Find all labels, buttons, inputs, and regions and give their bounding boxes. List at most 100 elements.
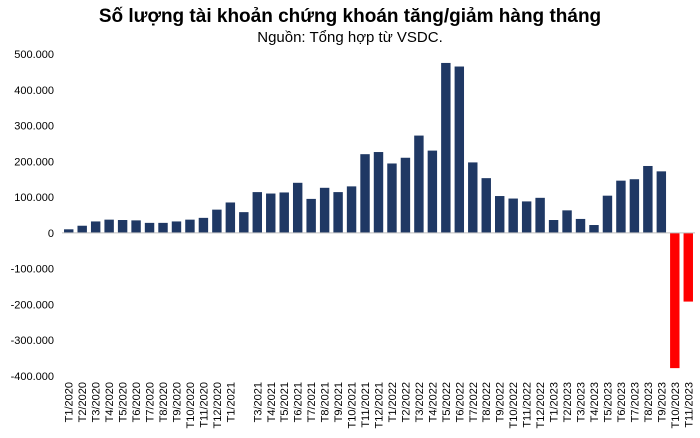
x-tick-label: T9/2020 [171,382,183,422]
x-tick-label: T4/2020 [104,382,116,422]
x-tick-label: T8/2021 [320,382,332,422]
bar-T10/2020 [185,219,195,233]
x-tick-label: T6/2021 [293,382,305,422]
x-tick-label: T5/2021 [279,382,291,422]
bar-T5/2021 [279,192,289,233]
x-tick-label: T1/2023 [549,382,561,422]
y-tick-label: 500.000 [14,49,54,61]
bar-T11/2021 [360,154,370,233]
bar-T8/2023 [643,165,653,233]
x-tick-label: T7/2021 [306,382,318,422]
bar-T7/2020 [144,222,155,233]
bar-T3/2021 [252,192,263,233]
bar-T9/2022 [494,196,505,233]
y-axis: 500.000 400.000 300.000 200.000 100.000 0 -100… [11,49,54,383]
x-tick-label: T8/2022 [481,382,493,422]
x-tick-label: T7/2023 [629,382,641,422]
bar-T6/2023 [616,180,626,233]
x-tick-label: T4/2022 [427,382,439,422]
x-tick-label: T3/2020 [91,382,103,422]
x-tick-label: T2/2022 [400,382,412,422]
x-tick-label: T9/2021 [333,382,345,422]
x-tick-label: T4/2021 [266,382,278,422]
bar-T4/2021 [266,193,276,233]
bar-T2/2021 [239,212,249,233]
x-tick-label: T6/2023 [616,382,628,422]
bar-T5/2023 [602,195,613,233]
bar-T12/2020 [212,209,222,233]
x-axis: T1/2020 T2/2020 T3/2020 T4/2020 T5/2020 T6/20… [64,382,696,428]
bar-T9/2023 [656,171,667,233]
chart-subtitle: Nguồn: Tổng hợp từ VSDC. [257,29,443,46]
bar-T10/2023 [670,232,680,369]
x-tick-label: T8/2020 [158,382,170,422]
chart-title: Số lượng tài khoản chứng khoán tăng/giảm… [98,6,602,27]
x-tick-label: T10/2020 [185,382,197,428]
bar-T3/2022 [414,135,424,233]
x-tick-label: T7/2020 [145,382,157,422]
bar-T11/2020 [198,217,209,233]
bar-T9/2020 [171,221,182,233]
bar-T12/2021 [373,152,384,233]
bar-T12/2022 [535,197,545,233]
x-tick-label: T8/2023 [643,382,655,422]
bar-T11/2022 [521,201,532,233]
bar-series [62,62,695,369]
bar-T3/2023 [575,218,586,233]
bar-T5/2020 [117,220,128,233]
bar-T7/2023 [629,179,640,233]
x-tick-label: T6/2022 [454,382,466,422]
x-tick-label: T11/2021 [360,382,372,428]
x-tick-label: T10/2022 [508,382,520,428]
bar-T2/2022 [400,157,411,233]
x-tick-label: T6/2020 [131,382,143,422]
x-tick-label: T5/2022 [441,382,453,422]
bar-T11/2023 [683,232,693,302]
bar-T7/2021 [306,198,316,233]
bar-T2/2023 [562,210,572,233]
bar-T4/2023 [589,225,599,233]
bar-T1/2021 [225,202,236,233]
x-tick-label: T11/2023 [683,382,695,428]
y-tick-label: -400.000 [11,371,54,383]
x-tick-label: T12/2022 [535,382,547,428]
x-tick-label: T5/2023 [602,382,614,422]
bar-T1/2023 [548,220,559,233]
x-tick-label: T5/2020 [118,382,130,422]
x-tick-label: T12/2021 [374,382,386,428]
x-tick-label: T1/2021 [225,382,237,422]
x-tick-label: T9/2022 [495,382,507,422]
x-tick-label: T3/2021 [252,382,264,422]
y-tick-label: 300.000 [14,121,54,133]
bar-T1/2022 [387,163,397,233]
y-tick-label: -200.000 [11,299,54,311]
bar-T3/2020 [90,221,101,233]
x-tick-label: T9/2023 [656,382,668,422]
bar-T10/2022 [508,198,518,233]
x-tick-label: T11/2020 [198,382,210,428]
bar-T8/2022 [481,178,491,233]
bar-T7/2022 [468,162,478,233]
x-tick-label: T11/2022 [522,382,534,428]
y-tick-label: 400.000 [14,85,54,97]
bar-T8/2021 [319,187,330,233]
y-tick-label: 100.000 [14,192,54,204]
bar-T6/2020 [131,220,141,233]
x-tick-label: T2/2023 [562,382,574,422]
y-tick-label: 0 [48,228,54,240]
x-tick-label: T4/2023 [589,382,601,422]
x-tick-label: T3/2022 [414,382,426,422]
bar-T4/2022 [427,150,438,233]
bar-T1/2020 [64,229,74,233]
x-tick-label: T7/2022 [468,382,480,422]
y-tick-label: -100.000 [11,264,54,276]
bar-T6/2021 [292,182,303,233]
bar-T8/2020 [158,222,168,233]
bar-T2/2020 [77,225,87,233]
x-tick-label: T1/2020 [64,382,76,422]
bar-T6/2022 [454,66,465,233]
y-tick-label: -300.000 [11,335,54,347]
bar-T5/2022 [441,62,451,233]
bar-T10/2021 [346,186,357,233]
